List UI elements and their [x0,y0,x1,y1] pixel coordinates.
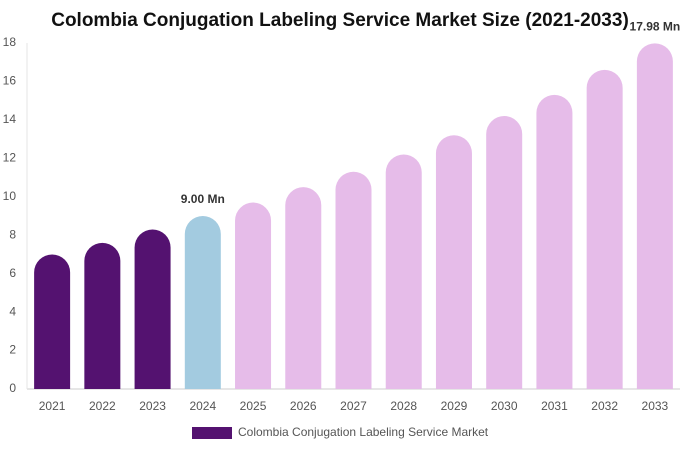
x-tick-label: 2025 [240,399,267,413]
x-tick-label: 2033 [642,399,669,413]
y-tick-label: 4 [9,304,16,318]
value-label: 17.98 Mn [630,20,680,34]
legend-label: Colombia Conjugation Labeling Service Ma… [238,425,489,439]
x-tick-label: 2023 [139,399,166,413]
bar [335,171,372,389]
y-tick-label: 10 [3,189,17,203]
y-tick-label: 6 [9,266,16,280]
bar [184,216,221,389]
bar [586,69,623,390]
bar [34,254,71,389]
x-tick-label: 2031 [541,399,568,413]
x-tick-label: 2021 [39,399,66,413]
chart-title: Colombia Conjugation Labeling Service Ma… [51,10,629,31]
y-tick-label: 2 [9,343,16,357]
y-tick-label: 8 [9,227,16,241]
bar [435,135,472,389]
y-tick-label: 12 [3,151,17,165]
bar [385,154,422,389]
x-tick-label: 2027 [340,399,367,413]
y-tick-label: 18 [3,35,17,49]
y-tick-label: 14 [3,112,17,126]
value-label: 9.00 Mn [181,192,225,206]
x-tick-label: 2032 [591,399,618,413]
x-tick-label: 2024 [189,399,216,413]
bar [285,187,322,389]
bar [486,116,523,390]
bar [84,242,121,389]
y-tick-label: 0 [9,381,16,395]
bar [536,94,573,389]
y-tick-label: 16 [3,74,17,88]
x-tick-label: 2022 [89,399,116,413]
x-tick-label: 2028 [390,399,417,413]
x-tick-label: 2030 [491,399,518,413]
x-tick-label: 2029 [441,399,468,413]
legend-swatch [192,427,232,439]
bar [235,202,272,389]
bar [636,43,673,389]
x-tick-label: 2026 [290,399,317,413]
bar [134,229,171,389]
